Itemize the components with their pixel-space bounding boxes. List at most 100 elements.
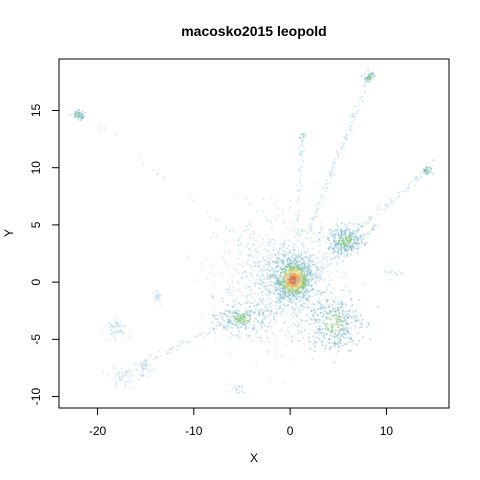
data-point bbox=[338, 318, 341, 321]
data-point bbox=[319, 294, 322, 296]
data-point bbox=[280, 303, 283, 306]
data-point bbox=[331, 326, 334, 328]
data-point bbox=[275, 270, 278, 273]
data-point bbox=[289, 259, 292, 262]
data-point bbox=[274, 286, 277, 289]
data-point bbox=[147, 358, 149, 361]
data-point bbox=[347, 248, 350, 251]
data-point bbox=[228, 325, 231, 328]
data-point bbox=[306, 296, 308, 299]
data-point bbox=[260, 308, 263, 311]
data-point bbox=[293, 257, 296, 260]
data-point bbox=[226, 280, 229, 283]
data-point bbox=[266, 284, 269, 287]
data-point bbox=[305, 299, 308, 301]
data-point bbox=[364, 78, 366, 81]
data-point bbox=[281, 295, 284, 298]
data-point bbox=[288, 263, 291, 266]
data-point bbox=[345, 244, 348, 247]
data-point bbox=[348, 240, 351, 243]
data-point bbox=[326, 333, 329, 335]
data-point bbox=[352, 242, 355, 245]
data-point bbox=[329, 283, 332, 286]
data-point bbox=[329, 318, 331, 321]
data-point bbox=[296, 279, 299, 282]
data-point bbox=[145, 364, 148, 367]
data-point bbox=[328, 245, 331, 248]
data-point bbox=[293, 252, 296, 255]
data-point bbox=[317, 318, 320, 321]
data-point bbox=[289, 258, 292, 261]
data-point bbox=[277, 292, 280, 295]
data-point bbox=[350, 240, 352, 243]
data-point bbox=[368, 80, 371, 83]
data-point bbox=[355, 229, 358, 232]
data-point bbox=[269, 278, 272, 281]
data-point bbox=[302, 230, 305, 233]
data-point bbox=[244, 324, 247, 327]
data-point bbox=[324, 310, 326, 313]
data-point bbox=[334, 310, 337, 312]
data-point bbox=[330, 291, 333, 294]
data-point bbox=[320, 272, 323, 275]
data-point bbox=[260, 278, 262, 281]
data-point bbox=[325, 299, 328, 302]
data-point bbox=[118, 324, 121, 327]
data-point bbox=[319, 291, 322, 294]
data-point bbox=[306, 232, 309, 235]
data-point bbox=[425, 168, 428, 170]
data-point bbox=[285, 268, 288, 271]
data-point bbox=[282, 297, 284, 300]
data-point bbox=[344, 137, 347, 140]
data-point bbox=[291, 285, 294, 288]
data-point bbox=[343, 244, 346, 247]
data-point bbox=[254, 265, 257, 267]
data-point bbox=[264, 316, 267, 318]
data-point bbox=[286, 295, 289, 298]
data-point bbox=[358, 326, 361, 329]
data-point bbox=[349, 246, 352, 249]
data-point bbox=[313, 281, 316, 284]
data-point bbox=[276, 256, 279, 259]
data-point bbox=[299, 254, 302, 257]
data-point bbox=[321, 344, 324, 346]
chart-title: macosko2015 leopold bbox=[181, 23, 327, 39]
data-point bbox=[290, 259, 293, 262]
data-point bbox=[300, 259, 303, 262]
data-point bbox=[312, 216, 315, 219]
data-point bbox=[270, 197, 273, 200]
data-point bbox=[307, 280, 310, 283]
data-point bbox=[292, 336, 295, 339]
data-point bbox=[233, 317, 236, 320]
data-point bbox=[328, 263, 331, 266]
data-point bbox=[280, 242, 283, 245]
data-point bbox=[276, 277, 279, 280]
data-point bbox=[290, 287, 293, 290]
data-point bbox=[345, 343, 348, 346]
data-point bbox=[111, 378, 114, 381]
data-point bbox=[300, 296, 303, 299]
data-point bbox=[300, 263, 303, 266]
data-point bbox=[349, 234, 352, 237]
data-point bbox=[286, 287, 289, 290]
data-point bbox=[292, 321, 295, 324]
data-point bbox=[115, 381, 118, 383]
data-point bbox=[297, 250, 300, 253]
data-point bbox=[349, 239, 352, 242]
data-point bbox=[317, 307, 319, 310]
data-point bbox=[345, 244, 348, 247]
data-point bbox=[316, 313, 319, 316]
data-point bbox=[251, 266, 254, 269]
data-point bbox=[74, 113, 76, 116]
data-point bbox=[233, 311, 236, 314]
data-point bbox=[300, 252, 303, 255]
data-point bbox=[338, 248, 341, 251]
data-point bbox=[155, 356, 158, 359]
data-point bbox=[239, 253, 242, 256]
data-point bbox=[284, 279, 287, 282]
data-point bbox=[201, 261, 204, 264]
data-point bbox=[423, 170, 426, 172]
data-point bbox=[320, 229, 323, 232]
data-point bbox=[344, 137, 347, 140]
data-point bbox=[282, 249, 285, 252]
